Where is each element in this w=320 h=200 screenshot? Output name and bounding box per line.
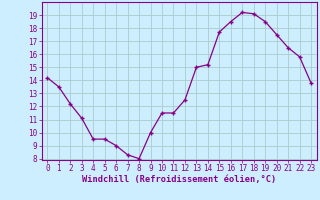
X-axis label: Windchill (Refroidissement éolien,°C): Windchill (Refroidissement éolien,°C) [82, 175, 276, 184]
